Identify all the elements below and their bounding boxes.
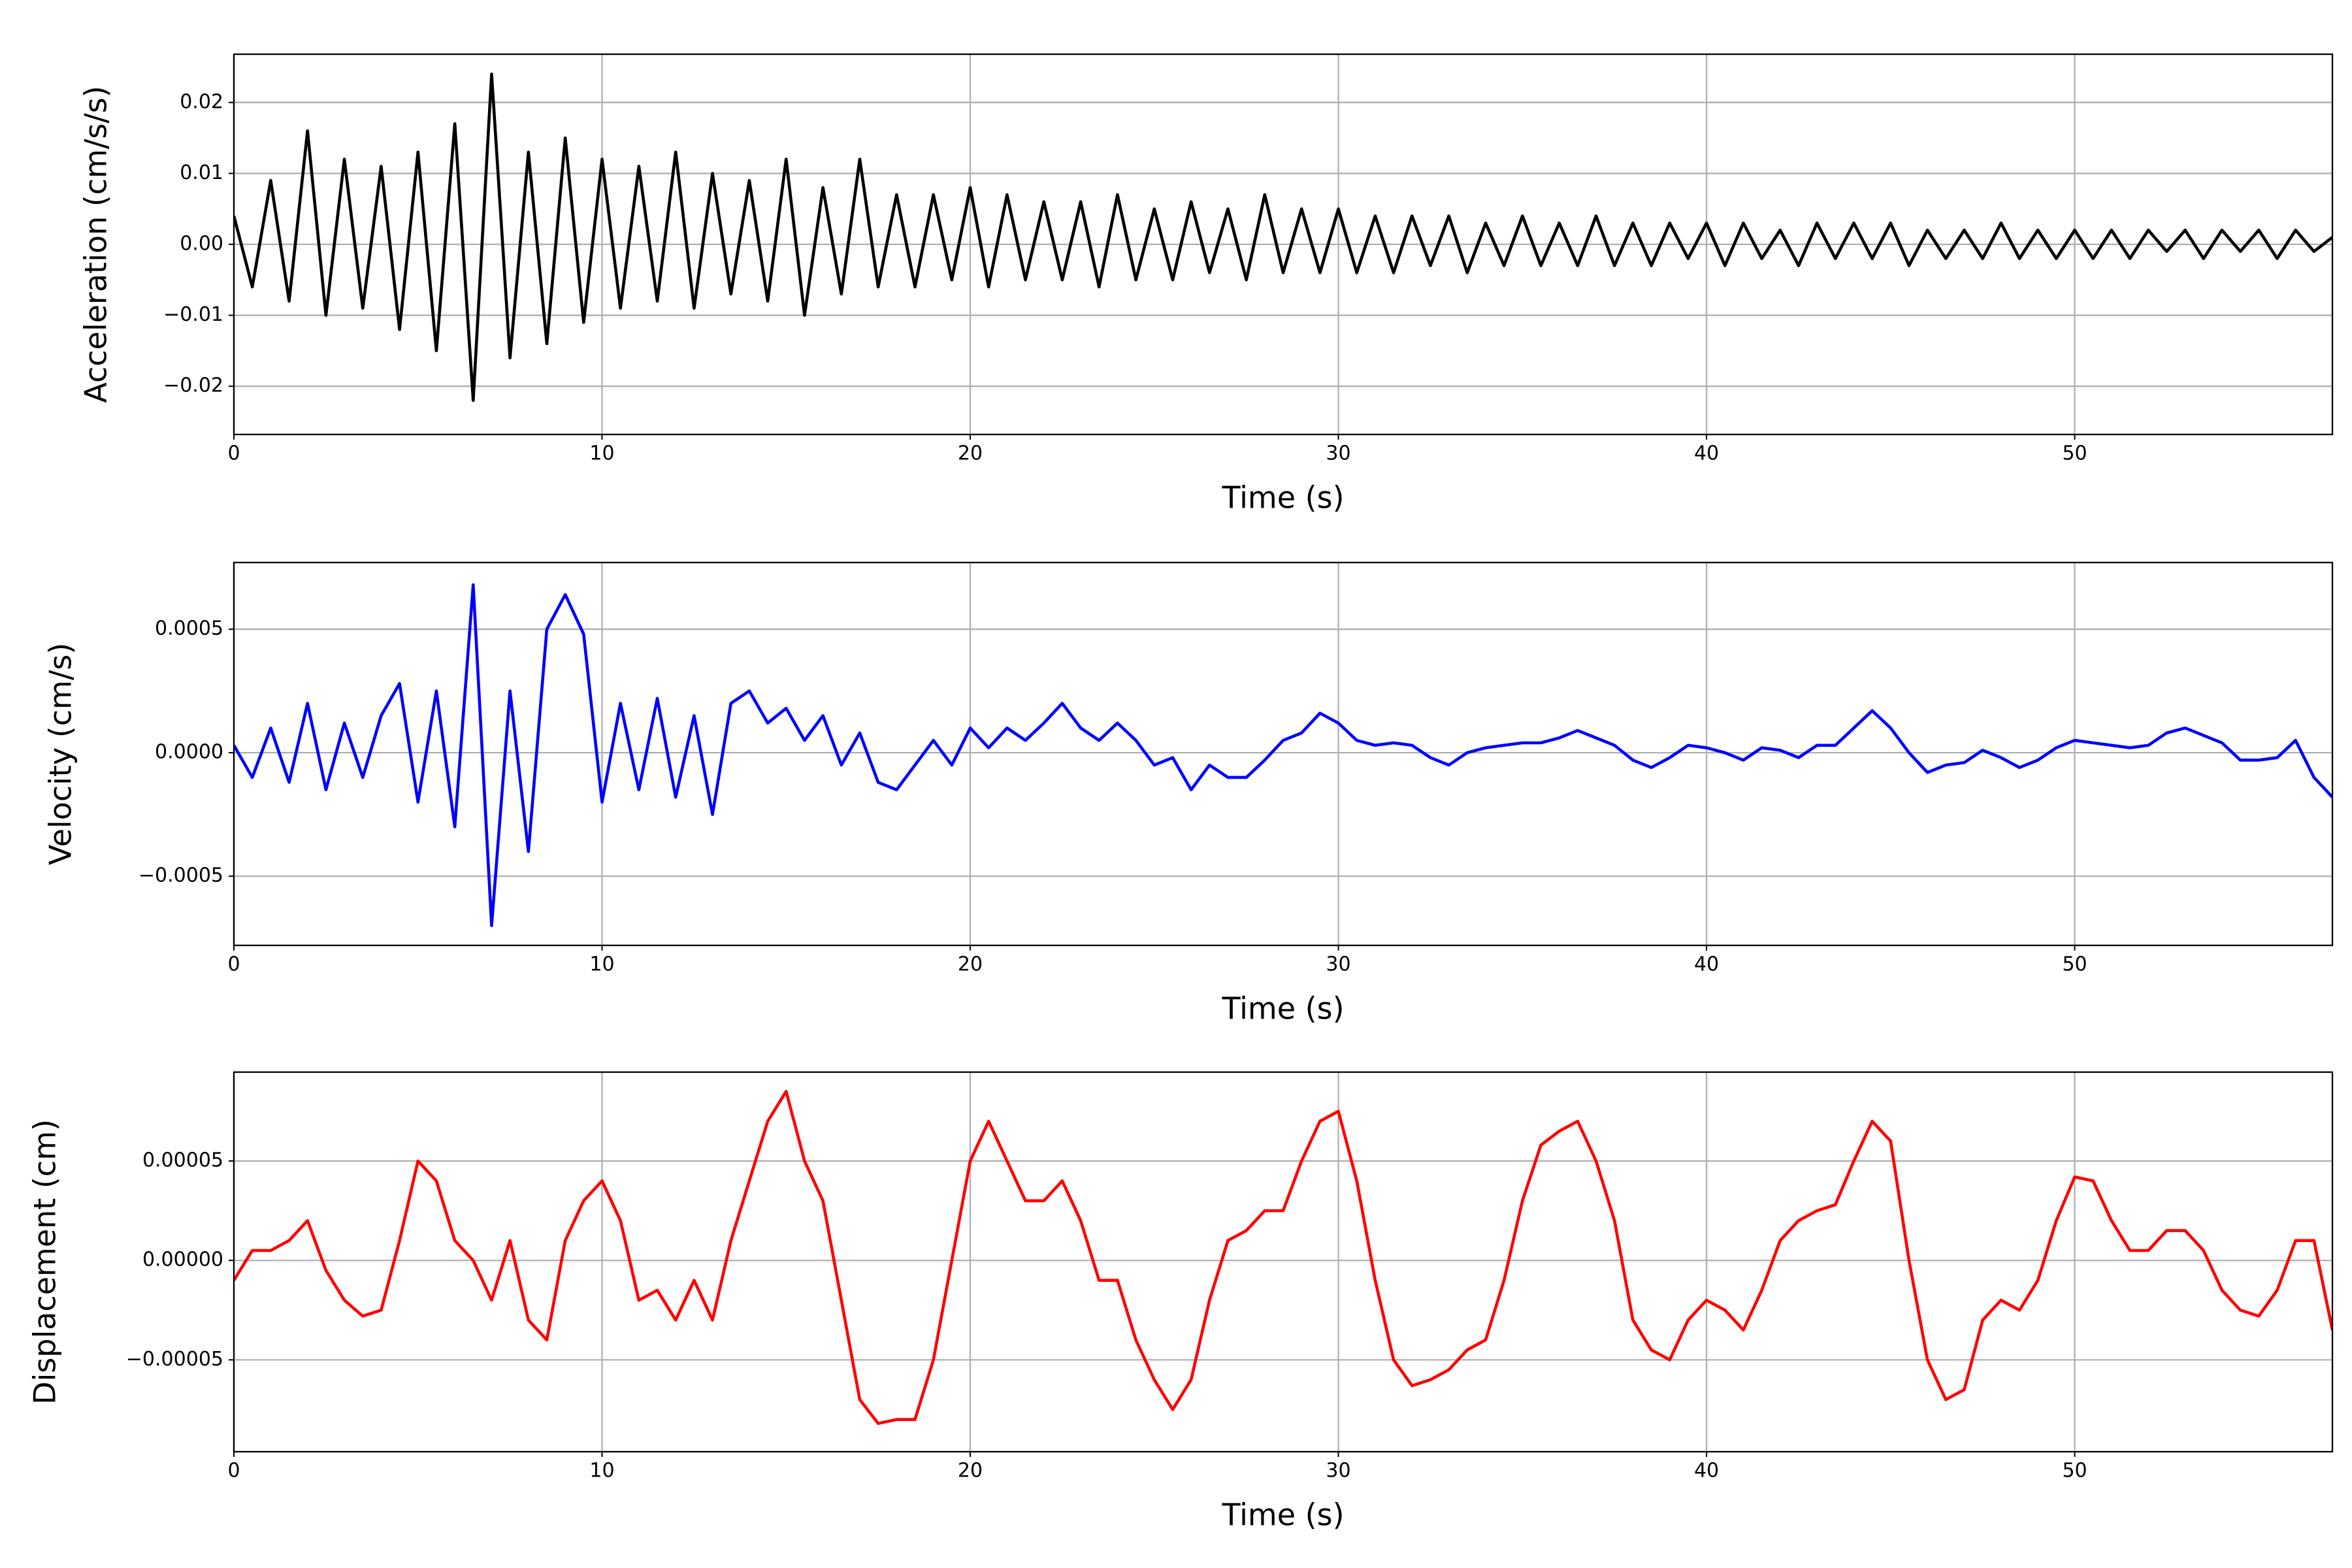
plot-area <box>234 583 2332 928</box>
y-tick-label: 0.0005 <box>155 617 223 640</box>
plot-area <box>234 73 2332 402</box>
x-tick-label: 10 <box>589 442 614 465</box>
y-tick-label: −0.0005 <box>139 864 223 887</box>
y-axis-label: Displacement (cm) <box>27 1119 63 1405</box>
subplot: 0 10 20 30 40 50 −0.00005 0.00000 0.00005 Time (s… <box>27 1071 2334 1533</box>
axes-frame <box>233 1071 2334 1453</box>
axes-frame <box>233 561 2334 947</box>
x-tick-label: 0 <box>227 442 240 465</box>
x-tick-label: 30 <box>1326 442 1350 465</box>
x-tick-label: 40 <box>1694 1460 1719 1482</box>
x-tick-label: 30 <box>1326 953 1350 976</box>
x-tick-label: 10 <box>589 953 614 976</box>
plot-area <box>234 1090 2332 1426</box>
subplot: 0 10 20 30 40 50 −0.0005 0.0000 0.0005 Time (s) Ve… <box>43 561 2334 1026</box>
x-tick-label: 10 <box>589 1460 614 1482</box>
y-tick-label: −0.00005 <box>126 1348 223 1371</box>
y-axis-label: Acceleration (cm/s/s) <box>78 86 114 402</box>
y-tick-label: 0.00005 <box>142 1149 223 1172</box>
y-tick-label: −0.01 <box>163 303 223 326</box>
x-tick-label: 50 <box>2062 442 2087 465</box>
x-tick-label: 20 <box>958 953 983 976</box>
y-tick-label: 0.0000 <box>155 741 223 764</box>
x-tick-label: 50 <box>2062 1460 2087 1482</box>
x-tick-label: 20 <box>958 442 983 465</box>
x-axis-label: Time (s) <box>1221 991 1344 1026</box>
x-tick-label: 50 <box>2062 953 2087 976</box>
data-line <box>234 1090 2332 1426</box>
y-tick-label: −0.02 <box>163 374 223 397</box>
y-tick-label: 0.00 <box>180 233 223 255</box>
y-tick-label: 0.02 <box>180 90 223 113</box>
data-line <box>234 73 2332 402</box>
x-axis-label: Time (s) <box>1221 1497 1344 1533</box>
y-tick-label: 0.00000 <box>142 1249 223 1271</box>
x-axis-label: Time (s) <box>1221 480 1344 515</box>
y-axis-label: Velocity (cm/s) <box>43 643 78 866</box>
x-tick-label: 40 <box>1694 953 1719 976</box>
x-tick-label: 40 <box>1694 442 1719 465</box>
x-tick-label: 0 <box>227 1460 240 1482</box>
data-line <box>234 583 2332 928</box>
subplot: 0 10 20 30 40 50 −0.02 −0.01 0.00 0.01 0.02 Time (s… <box>78 53 2334 515</box>
x-tick-label: 20 <box>958 1460 983 1482</box>
y-tick-label: 0.01 <box>180 161 223 184</box>
x-tick-label: 0 <box>227 953 240 976</box>
x-tick-label: 30 <box>1326 1460 1350 1482</box>
